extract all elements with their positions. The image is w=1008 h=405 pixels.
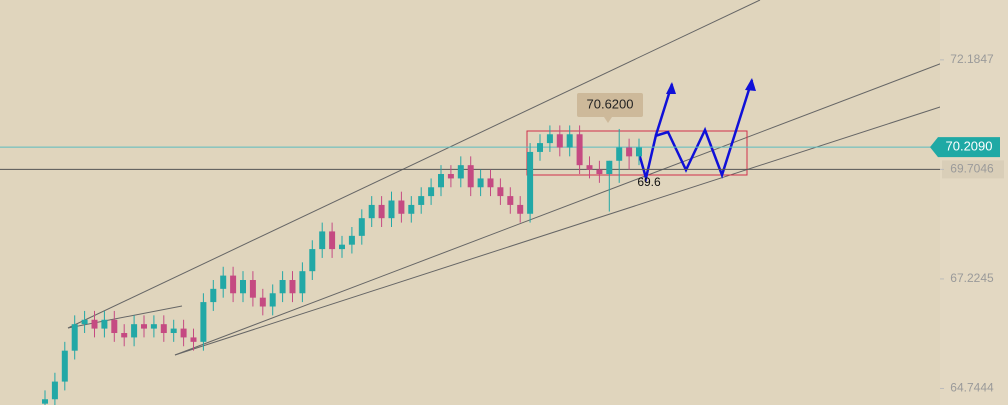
candle-body [240, 280, 246, 294]
candle-body [150, 324, 157, 329]
candle-body [626, 147, 633, 157]
candle-body [477, 178, 484, 188]
candle-body [447, 174, 454, 179]
candle-body [170, 328, 177, 334]
trend-line [67, 0, 761, 329]
y-tick-label: 72.1847 [950, 52, 994, 66]
candle-body [101, 319, 108, 329]
candle-body [339, 244, 345, 250]
candle-body [398, 200, 405, 214]
candle-body [269, 293, 276, 307]
candle-body [586, 165, 593, 170]
price-callout [577, 93, 643, 117]
candle-body [289, 280, 296, 294]
tick-label-bg [942, 160, 1004, 179]
candle-body [566, 134, 573, 148]
candle-body [259, 297, 266, 307]
candle-body [220, 275, 227, 289]
arrow-path [636, 83, 674, 183]
candle-body [388, 200, 395, 219]
candle-body [576, 134, 583, 166]
candle-body [527, 151, 534, 214]
candle-body [309, 249, 316, 272]
plot [0, 125, 940, 405]
candle-body [279, 280, 286, 294]
candle-body [517, 204, 524, 214]
candle-body [61, 350, 68, 382]
candle-body [160, 324, 167, 334]
drawings [67, 0, 1008, 405]
y-tick-label: 64.7444 [950, 381, 994, 395]
candle-body [141, 324, 147, 329]
candle-body [180, 328, 187, 338]
candle-body [487, 178, 494, 188]
candle-body [497, 187, 504, 197]
price-tag-label: 70.2090 [946, 139, 993, 154]
candle-body [636, 147, 642, 157]
candle-body [408, 204, 415, 214]
price-axis [940, 0, 1008, 405]
candle-body [467, 165, 474, 188]
candle-body [131, 324, 138, 338]
candle-body [606, 160, 613, 175]
trend-line [174, 84, 1008, 356]
candle-body [457, 165, 464, 179]
candle-body [428, 187, 435, 197]
candle-body [249, 280, 256, 298]
candle-body [91, 319, 98, 329]
candle-body [378, 204, 385, 219]
candle-body [418, 196, 425, 205]
candle-body [200, 302, 207, 342]
price-tag [930, 137, 1000, 158]
candle-body [329, 231, 336, 250]
candle-body [537, 143, 543, 152]
trend-line [174, 37, 1008, 356]
candle-body [51, 381, 58, 400]
callout-pointer [604, 117, 612, 123]
candle-body [546, 134, 553, 144]
candle-body [210, 288, 217, 303]
level-label: 69.6 [637, 175, 661, 189]
candle-body [71, 324, 78, 351]
range-box [526, 130, 748, 176]
y-tick-label: 67.2245 [950, 271, 994, 285]
arrow-head [666, 82, 676, 94]
trend-line [67, 305, 183, 329]
candle-body [111, 319, 118, 334]
callout-label: 70.6200 [587, 96, 634, 111]
candle-body [507, 196, 514, 205]
arrow-head [745, 78, 756, 91]
candle-body [121, 333, 128, 338]
candle-body [616, 147, 623, 161]
candle-body [348, 235, 355, 245]
candle-body [556, 134, 563, 148]
candle-body [438, 174, 444, 188]
candle-body [42, 399, 48, 404]
y-tick-label: 69.7046 [950, 162, 994, 176]
candle-body [368, 204, 375, 219]
candle-body [299, 271, 306, 294]
candle-body [358, 218, 365, 236]
candle-body [319, 231, 326, 250]
candle-body [596, 169, 603, 175]
candle-body [81, 319, 88, 325]
candle-body [230, 275, 237, 294]
candle-body [190, 337, 197, 342]
arrow-path [654, 79, 754, 179]
